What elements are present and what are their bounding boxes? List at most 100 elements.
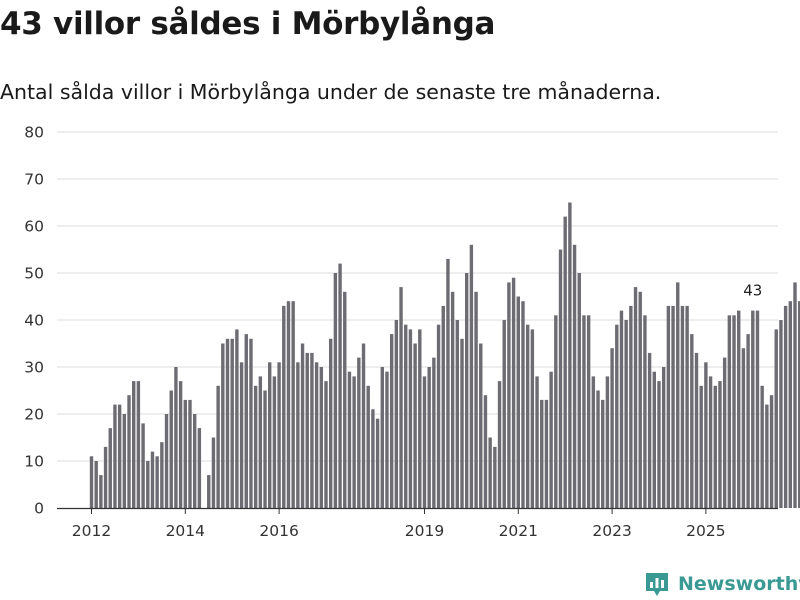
bar (249, 338, 253, 508)
bar (404, 324, 408, 508)
bar (788, 301, 793, 508)
bar (324, 381, 328, 508)
bar (765, 404, 769, 508)
bar (690, 334, 694, 508)
bar (511, 277, 516, 508)
bar (136, 381, 141, 508)
bar (216, 385, 220, 508)
bar (708, 376, 713, 508)
bar (300, 343, 305, 508)
bar (601, 399, 605, 508)
bar (244, 334, 248, 508)
bar (371, 409, 375, 508)
bar (380, 367, 384, 508)
bar (141, 423, 145, 508)
bar (615, 324, 619, 508)
bar (624, 320, 628, 508)
bar (258, 376, 263, 508)
bar (779, 320, 783, 508)
bar (652, 371, 656, 508)
bar (483, 395, 488, 508)
bar (352, 376, 356, 508)
bar (558, 249, 563, 508)
bar (211, 437, 216, 508)
bar (793, 282, 797, 508)
bar (164, 414, 169, 508)
bar (183, 399, 187, 508)
bar (207, 475, 211, 508)
bar (540, 399, 544, 508)
bar (160, 442, 164, 508)
bar (563, 216, 567, 508)
bar (333, 273, 338, 508)
bar (525, 324, 530, 508)
bar (577, 273, 581, 508)
bar (169, 390, 173, 508)
bar (633, 287, 638, 508)
bar (450, 291, 455, 508)
bar (582, 315, 586, 508)
bar (605, 376, 610, 508)
bar (436, 324, 441, 508)
bar (591, 376, 596, 508)
bar (694, 352, 699, 508)
bar (357, 357, 361, 508)
bar (446, 258, 450, 508)
bar (619, 310, 624, 508)
bar (127, 395, 131, 508)
bar (389, 334, 394, 508)
bar (554, 315, 558, 508)
bar (94, 461, 98, 508)
y-tick-label: 40 (24, 312, 44, 330)
bar (263, 390, 267, 508)
bar (197, 428, 202, 508)
bar (610, 348, 614, 508)
bar (718, 381, 722, 508)
bar (192, 414, 197, 508)
bar (113, 404, 117, 508)
bar (455, 320, 460, 508)
brand-name: Newsworthy (678, 573, 800, 595)
bar (741, 348, 746, 508)
bar (507, 282, 511, 508)
bar (286, 301, 291, 508)
bar (375, 418, 380, 508)
bar (638, 291, 642, 508)
bar (366, 385, 370, 508)
bar (469, 244, 474, 509)
bar (474, 291, 478, 508)
bar (422, 376, 427, 508)
bar (783, 305, 788, 508)
y-tick-label: 0 (34, 500, 44, 518)
bar (178, 381, 183, 508)
bar (549, 371, 553, 508)
bar (310, 352, 314, 508)
bar (268, 362, 272, 508)
bar (413, 343, 417, 508)
bar (774, 329, 778, 508)
bar (385, 371, 389, 508)
bar (544, 399, 549, 508)
bar (568, 202, 572, 508)
y-tick-label: 70 (24, 171, 44, 189)
bar (99, 475, 103, 508)
bar (408, 329, 413, 508)
bar (441, 305, 445, 508)
bar (235, 329, 239, 508)
bar (680, 305, 685, 508)
x-tick-label: 2023 (592, 522, 631, 540)
bar (629, 305, 633, 508)
bar (230, 338, 234, 508)
x-tick-label: 2025 (686, 522, 725, 540)
bar (221, 343, 225, 508)
bar (122, 414, 127, 508)
bar (797, 301, 800, 508)
bar (188, 399, 192, 508)
chart-subtitle: Antal sålda villor i Mörbylånga under de… (0, 80, 662, 104)
chart-icon (646, 573, 668, 596)
bar (291, 301, 295, 508)
bar (493, 446, 497, 508)
bar (643, 315, 647, 508)
bar (502, 320, 506, 508)
